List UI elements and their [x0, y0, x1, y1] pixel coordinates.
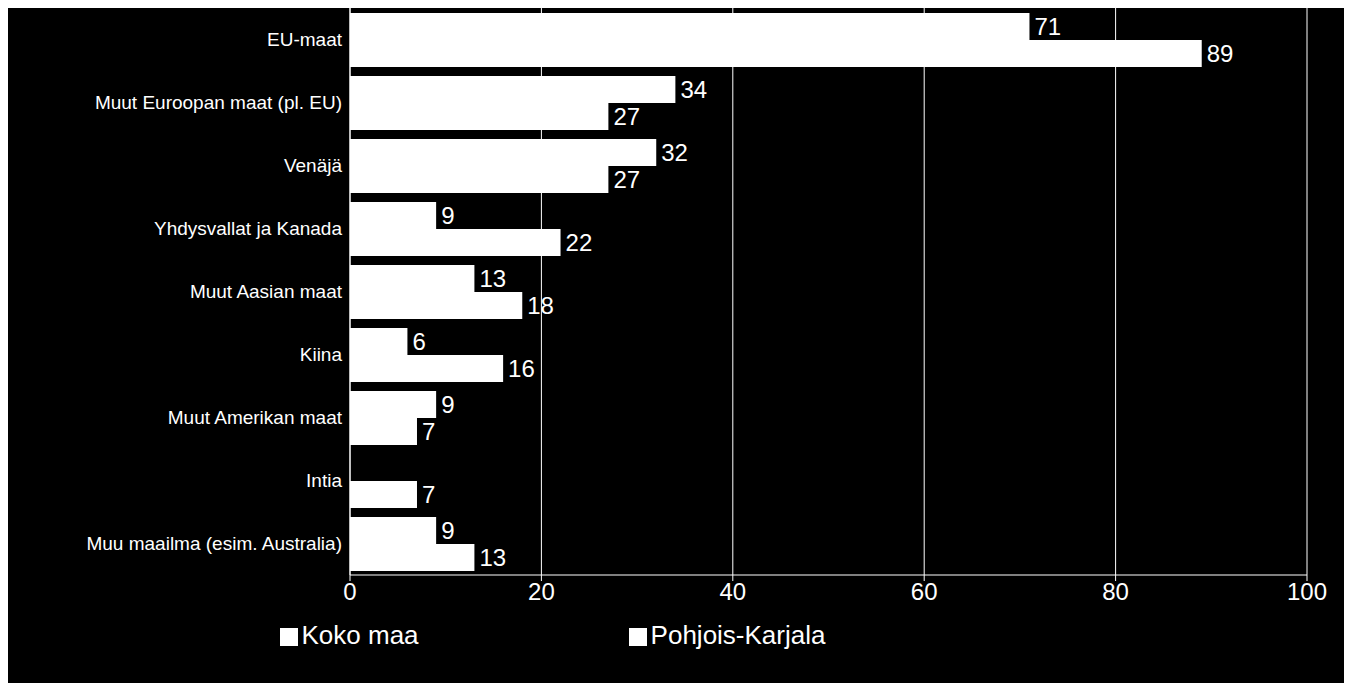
- svg-text:9: 9: [441, 391, 454, 418]
- svg-text:20: 20: [528, 578, 555, 605]
- svg-text:7: 7: [422, 481, 435, 508]
- svg-text:32: 32: [661, 139, 688, 166]
- svg-text:Muu maailma (esim. Australia): Muu maailma (esim. Australia): [86, 533, 342, 554]
- html-text:Pohjois-Karjala: Pohjois-Karjala: [650, 620, 826, 650]
- svg-text:22: 22: [566, 229, 593, 256]
- svg-text:89: 89: [1207, 40, 1234, 67]
- svg-text:Muut Aasian maat: Muut Aasian maat: [190, 281, 343, 302]
- html-text:Koko maa: Koko maa: [301, 620, 419, 650]
- svg-text:Muut Amerikan maat: Muut Amerikan maat: [168, 407, 343, 428]
- svg-text:40: 40: [719, 578, 746, 605]
- svg-text:27: 27: [613, 166, 640, 193]
- svg-text:7: 7: [422, 418, 435, 445]
- svg-text:Yhdysvallat ja Kanada: Yhdysvallat ja Kanada: [154, 218, 342, 239]
- svg-text:80: 80: [1102, 578, 1129, 605]
- svg-text:9: 9: [441, 517, 454, 544]
- svg-text:Kiina: Kiina: [300, 344, 343, 365]
- svg-text:34: 34: [680, 76, 707, 103]
- svg-text:100: 100: [1287, 578, 1327, 605]
- svg-text:27: 27: [613, 103, 640, 130]
- svg-text:13: 13: [479, 265, 506, 292]
- svg-text:6: 6: [412, 328, 425, 355]
- svg-text:Intia: Intia: [306, 470, 342, 491]
- svg-text:9: 9: [441, 202, 454, 229]
- svg-text:16: 16: [508, 355, 535, 382]
- svg-text:Muut Euroopan maat (pl. EU): Muut Euroopan maat (pl. EU): [95, 92, 342, 113]
- svg-text:13: 13: [479, 544, 506, 571]
- svg-text:71: 71: [1034, 13, 1061, 40]
- svg-text:Venäjä: Venäjä: [284, 155, 343, 176]
- svg-text:EU-maat: EU-maat: [267, 29, 343, 50]
- svg-text:18: 18: [527, 292, 554, 319]
- svg-text:0: 0: [343, 578, 356, 605]
- svg-text:60: 60: [911, 578, 938, 605]
